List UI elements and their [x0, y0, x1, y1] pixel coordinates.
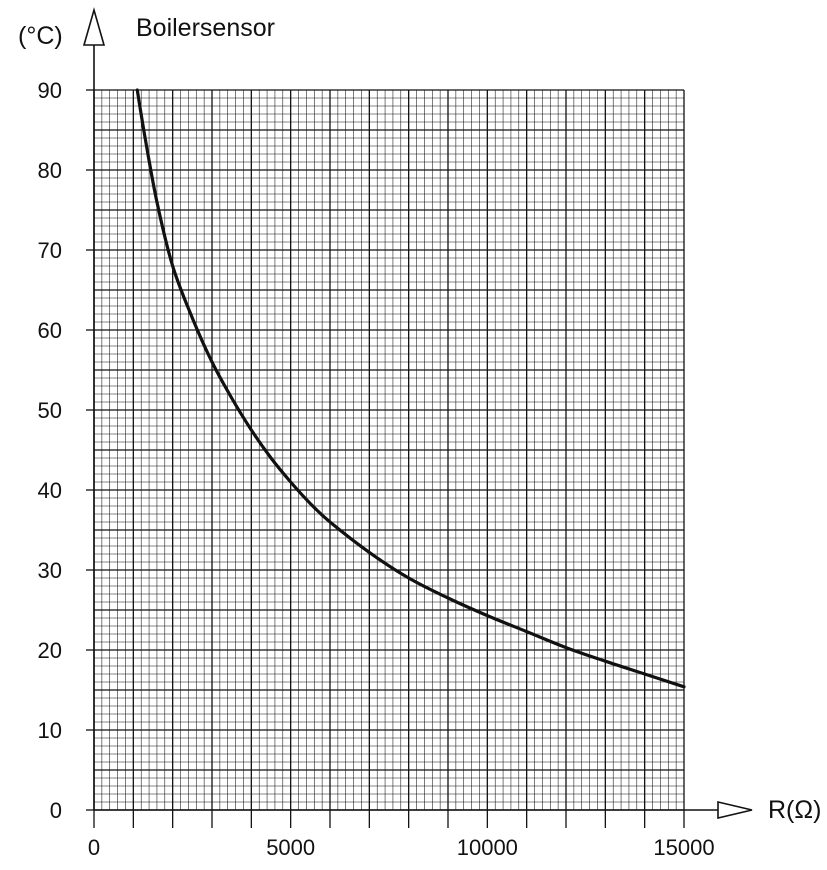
y-tick-label: 90 — [38, 78, 62, 103]
y-tick-label: 20 — [38, 638, 62, 663]
chart-title: Boilersensor — [136, 14, 275, 42]
y-tick-label: 80 — [38, 158, 62, 183]
y-tick-label: 40 — [38, 478, 62, 503]
x-axis-arrow — [717, 800, 753, 820]
x-axis-label: R(Ω) — [768, 796, 821, 824]
y-tick-label: 70 — [38, 238, 62, 263]
y-tick-label: 50 — [38, 398, 62, 423]
y-tick-label: 10 — [38, 718, 62, 743]
ticks: 0 10 20 30 40 50 60 70 80 90 0 5000 10000 15000 — [38, 78, 715, 860]
x-tick-label: 0 — [88, 835, 100, 860]
grid — [93, 89, 685, 811]
y-axis-label: (°C) — [18, 22, 63, 50]
y-axis-arrow — [82, 7, 106, 46]
x-tick-label: 10000 — [457, 835, 518, 860]
series-layer — [135, 88, 686, 689]
series-line — [135, 88, 686, 689]
y-tick-label: 0 — [50, 798, 62, 823]
x-tick-label: 15000 — [653, 835, 714, 860]
axes — [82, 7, 753, 820]
x-tick-label: 5000 — [266, 835, 315, 860]
y-tick-label: 60 — [38, 318, 62, 343]
y-tick-label: 30 — [38, 558, 62, 583]
